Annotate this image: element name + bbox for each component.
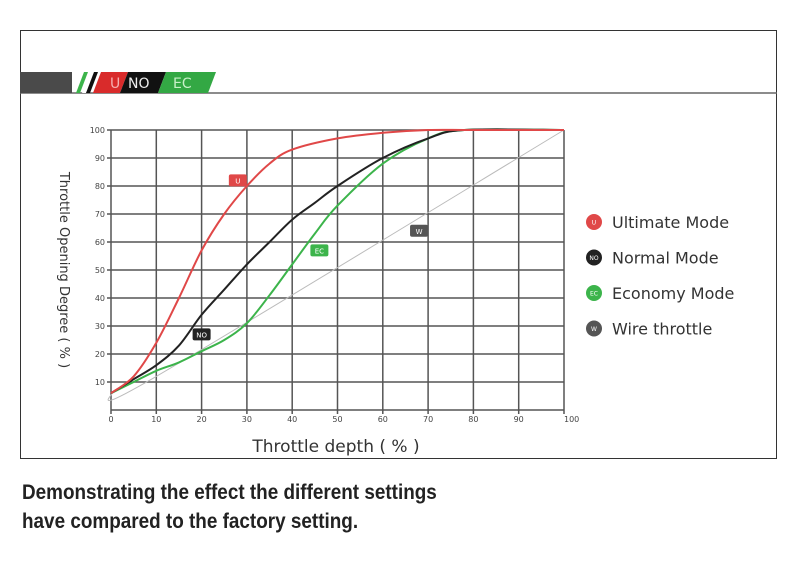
series-badge bbox=[310, 244, 329, 257]
y-tick-label: 50 bbox=[95, 266, 105, 275]
logo-label-u: U bbox=[110, 76, 120, 92]
legend-marker-label: NO bbox=[589, 255, 598, 262]
mode-logo-banner: U NO EC bbox=[20, 72, 777, 94]
y-tick-label: 20 bbox=[95, 350, 105, 359]
x-tick-label: 90 bbox=[514, 415, 524, 424]
series-badge-label: U bbox=[235, 177, 240, 185]
logo-label-no: NO bbox=[128, 76, 150, 92]
series-badge-label: NO bbox=[196, 331, 207, 339]
logo-segment-u bbox=[93, 72, 128, 93]
series-line-wire-throttle bbox=[107, 129, 565, 402]
logo-segment-ec bbox=[158, 72, 216, 93]
x-tick-label: 10 bbox=[151, 415, 161, 424]
logo-stripe-black bbox=[86, 72, 98, 93]
series-line-ultimate-mode bbox=[110, 128, 564, 395]
y-tick-label: 60 bbox=[95, 238, 105, 247]
y-tick-label: 70 bbox=[95, 210, 105, 219]
x-tick-label: 80 bbox=[468, 415, 478, 424]
y-axis-label: Throttle Opening Degree ( % ) bbox=[56, 171, 71, 368]
legend-marker-label: W bbox=[591, 326, 597, 333]
caption-line-2: have compared to the factory setting. bbox=[22, 510, 359, 533]
x-tick-label: 70 bbox=[423, 415, 433, 424]
x-tick-label: 60 bbox=[378, 415, 388, 424]
legend-marker-icon bbox=[586, 320, 602, 337]
x-tick-label: 100 bbox=[564, 415, 579, 424]
x-tick-label: 30 bbox=[242, 415, 252, 424]
y-tick-label: 40 bbox=[95, 294, 105, 303]
y-tick-label: 100 bbox=[90, 126, 105, 135]
series-line-normal-mode bbox=[110, 128, 565, 395]
series-badge bbox=[192, 328, 211, 341]
x-tick-label: 40 bbox=[287, 415, 297, 424]
x-tick-label: 0 bbox=[108, 415, 113, 424]
series-badge bbox=[228, 174, 247, 187]
chart-frame bbox=[20, 30, 777, 459]
caption-line-1: Demonstrating the effect the different s… bbox=[22, 481, 437, 504]
y-tick-label: 80 bbox=[95, 182, 105, 191]
legend-marker-icon bbox=[586, 285, 602, 301]
series-badge-label: W bbox=[416, 228, 423, 236]
caption: Demonstrating the effect the different s… bbox=[22, 478, 437, 536]
legend-item-label: Ultimate Mode bbox=[612, 213, 729, 232]
x-tick-label: 50 bbox=[332, 415, 342, 424]
logo-stripe-green bbox=[76, 72, 88, 93]
legend-item-label: Wire throttle bbox=[612, 320, 712, 339]
y-tick-label: 30 bbox=[95, 322, 105, 331]
y-tick-label: 10 bbox=[95, 378, 105, 387]
logo-segment-no bbox=[120, 72, 166, 93]
logo-label-ec: EC bbox=[173, 76, 192, 92]
legend-marker-icon bbox=[586, 214, 602, 230]
legend-marker-icon bbox=[586, 249, 602, 266]
series-badge bbox=[410, 224, 429, 237]
x-axis-label: Throttle depth ( % ) bbox=[251, 437, 419, 457]
y-tick-label: 90 bbox=[95, 154, 105, 163]
logo-dark-bar bbox=[20, 72, 72, 93]
legend-marker-label: U bbox=[592, 220, 596, 227]
x-tick-label: 20 bbox=[197, 415, 207, 424]
series-badge-label: EC bbox=[315, 247, 324, 255]
legend-item-label: Normal Mode bbox=[612, 249, 719, 268]
legend-item-label: Economy Mode bbox=[612, 284, 734, 303]
legend-marker-label: EC bbox=[590, 291, 598, 298]
